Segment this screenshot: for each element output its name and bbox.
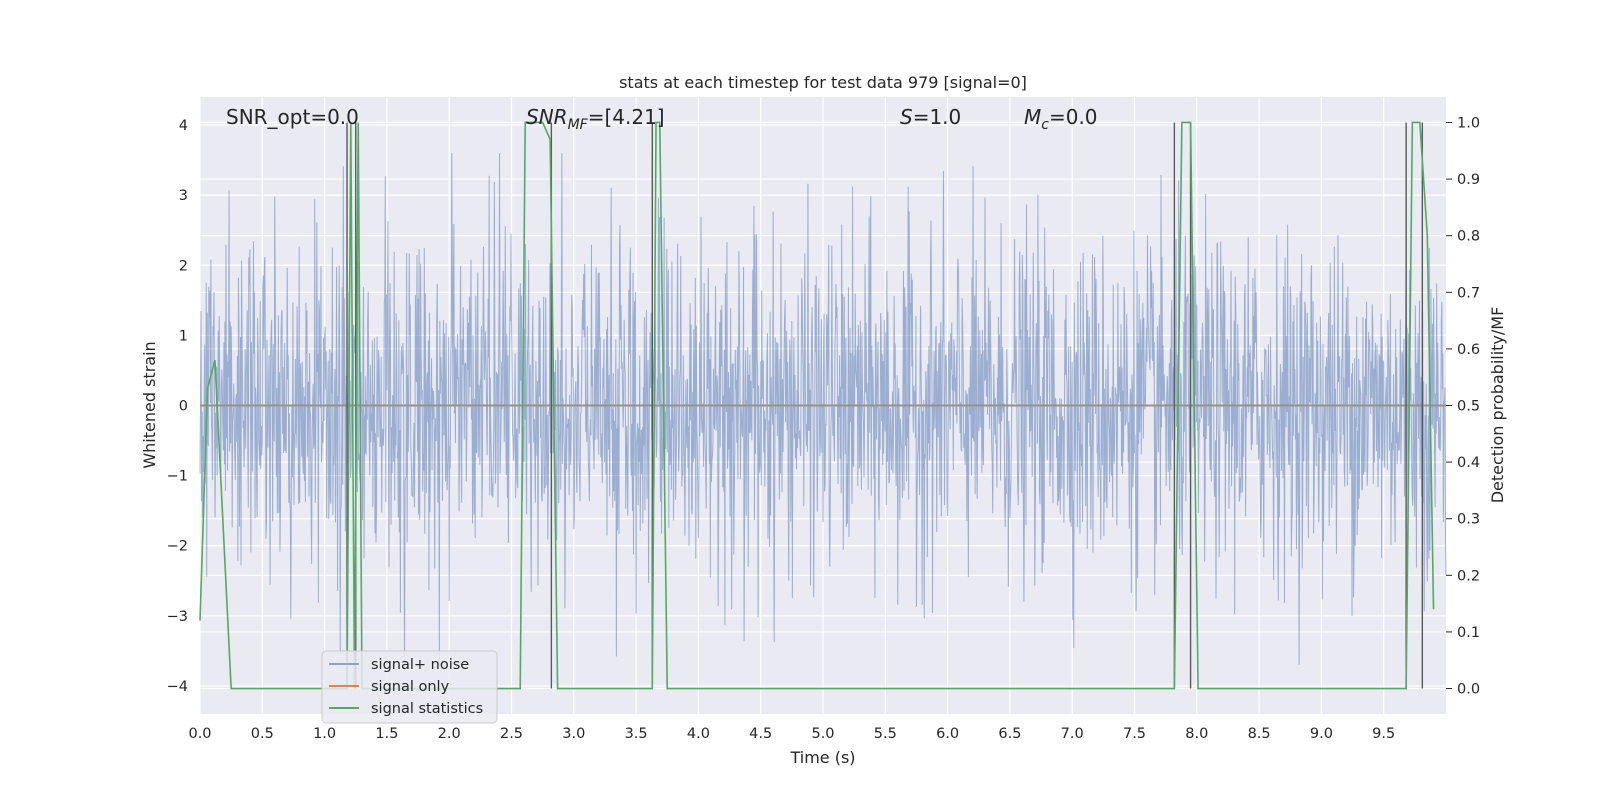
y2-tick-label: 0.3 [1457, 512, 1480, 528]
x-tick-label: 8.0 [1185, 726, 1208, 742]
x-tick-label: 5.0 [811, 726, 834, 742]
legend-label-signal-only: signal only [371, 679, 450, 695]
signal-noise-trace [199, 153, 1447, 665]
y2-tick-label: 0.5 [1457, 399, 1480, 415]
legend-box [321, 650, 498, 724]
y2-tick-label: 0.9 [1457, 172, 1480, 188]
x-tick-label: 3.0 [562, 726, 585, 742]
x-tick-label: 6.5 [998, 726, 1021, 742]
x-tick-label: 0.5 [251, 726, 274, 742]
y-tick-label: −2 [167, 539, 188, 555]
y2-tick-label: 0.6 [1457, 342, 1480, 358]
x-tick-label: 9.5 [1372, 726, 1395, 742]
x-tick-label: 0.0 [188, 726, 211, 742]
x-tick-labels: 0.0 0.5 1.0 1.5 2.0 2.5 3.0 3.5 4.0 4.5 5.0 5.5 6.0 6… [188, 726, 1395, 742]
x-tick-label: 2.0 [438, 726, 461, 742]
legend-label-signal-noise: signal+ noise [371, 657, 469, 673]
y-tick-label: 0 [179, 399, 188, 415]
annotations: SNR_opt=0.0 SNRMF=[4.21] S=1.0 Mc=0.0 [226, 105, 1098, 133]
x-tick-label: 1.5 [375, 726, 398, 742]
x-tick-label: 5.5 [874, 726, 897, 742]
x-axis-label: Time (s) [789, 748, 855, 767]
x-tick-label: 4.5 [749, 726, 772, 742]
y-tick-labels: −4 −3 −2 −1 0 1 2 3 4 [167, 118, 188, 695]
y-tick-label: −1 [167, 469, 188, 485]
legend: signal+ noise signal only signal statist… [321, 650, 498, 724]
y-tick-label: 2 [179, 258, 188, 274]
annotation-mc: Mc=0.0 [1024, 105, 1098, 133]
y-tick-label: 4 [179, 118, 188, 134]
y2-tick-label: 0.4 [1457, 455, 1480, 471]
y2-tick-label: 0.7 [1457, 285, 1480, 301]
y2-tick-label: 1.0 [1457, 115, 1480, 131]
y-tick-label: 1 [179, 328, 188, 344]
x-tick-label: 7.5 [1123, 726, 1146, 742]
y2-tick-label: 0.1 [1457, 625, 1480, 641]
y2-tick-labels: 0.0 0.1 0.2 0.3 0.4 0.5 0.6 0.7 0.8 0.9 1.0 [1446, 115, 1480, 698]
y2-tick-label: 0.8 [1457, 229, 1480, 245]
x-tick-label: 1.0 [313, 726, 336, 742]
x-tick-label: 7.0 [1061, 726, 1084, 742]
x-tick-label: 9.0 [1310, 726, 1333, 742]
legend-label-signal-statistics: signal statistics [371, 701, 483, 717]
x-tick-label: 4.0 [687, 726, 710, 742]
x-tick-label: 8.5 [1248, 726, 1271, 742]
y-tick-label: −3 [167, 609, 188, 625]
y-axis-label: Whitened strain [140, 341, 159, 468]
x-tick-label: 3.5 [625, 726, 648, 742]
chart-title: stats at each timestep for test data 979… [619, 73, 1027, 92]
x-tick-label: 6.0 [936, 726, 959, 742]
x-tick-label: 2.5 [500, 726, 523, 742]
annotation-snr-mf: SNRMF=[4.21] [526, 105, 665, 133]
y-tick-label: 3 [179, 188, 188, 204]
y2-tick-label: 0.0 [1457, 682, 1480, 698]
y2-tick-label: 0.2 [1457, 568, 1480, 584]
annotation-snr-opt: SNR_opt=0.0 [226, 105, 359, 129]
signal-statistics-line [199, 121, 1435, 690]
y-tick-label: −4 [167, 679, 188, 695]
y2-axis-label: Detection probability/MF [1488, 307, 1507, 504]
signal-noise-series [199, 153, 1447, 665]
annotation-s: S=1.0 [900, 105, 961, 129]
